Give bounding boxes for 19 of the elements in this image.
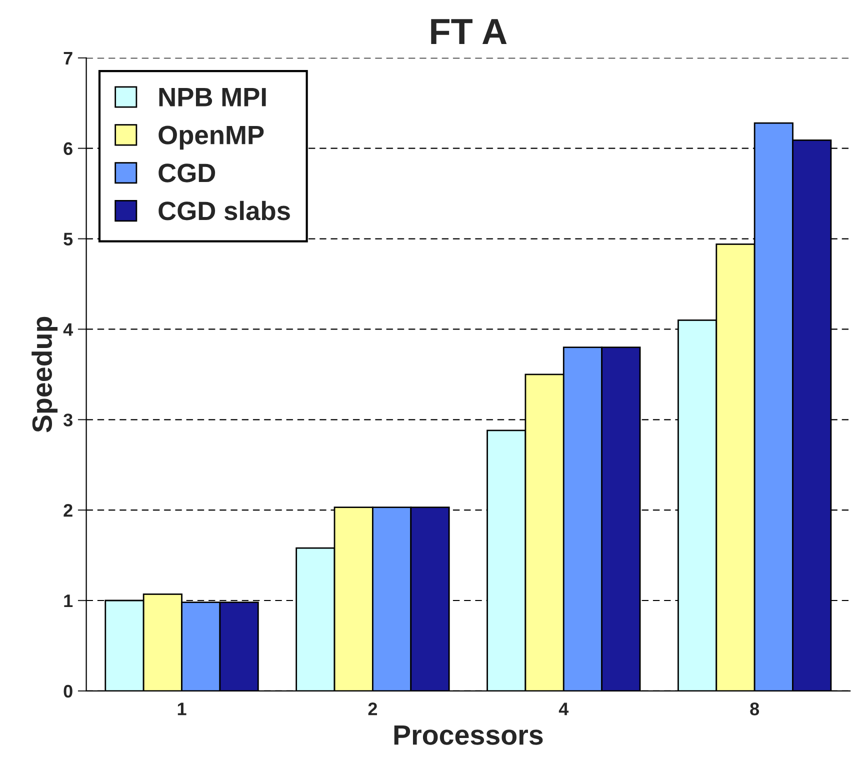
x-tick-label: 4 [558,702,569,716]
x-tick-label: 1 [178,702,186,716]
legend-label: CGD slabs [158,200,290,220]
chart-title: FT A [431,19,507,44]
x-tick-label: 8 [750,702,760,716]
y-axis-title: Speedup [32,316,58,432]
x-axis-title: Processors [394,725,543,745]
y-tick-label: 4 [63,323,74,336]
legend-label: CGD [158,164,216,182]
legend-label: NPB MPI [159,88,266,106]
y-tick-label: 2 [64,504,72,517]
y-tick-label: 5 [64,232,73,246]
y-tick-label: 6 [64,142,72,156]
y-tick-label: 3 [63,414,72,426]
y-tick-label: 7 [64,52,72,64]
y-tick-label: 0 [64,684,72,698]
x-tick-label: 2 [368,702,378,716]
y-tick-label: 1 [64,594,73,608]
legend-label: OpenMP [158,126,264,150]
